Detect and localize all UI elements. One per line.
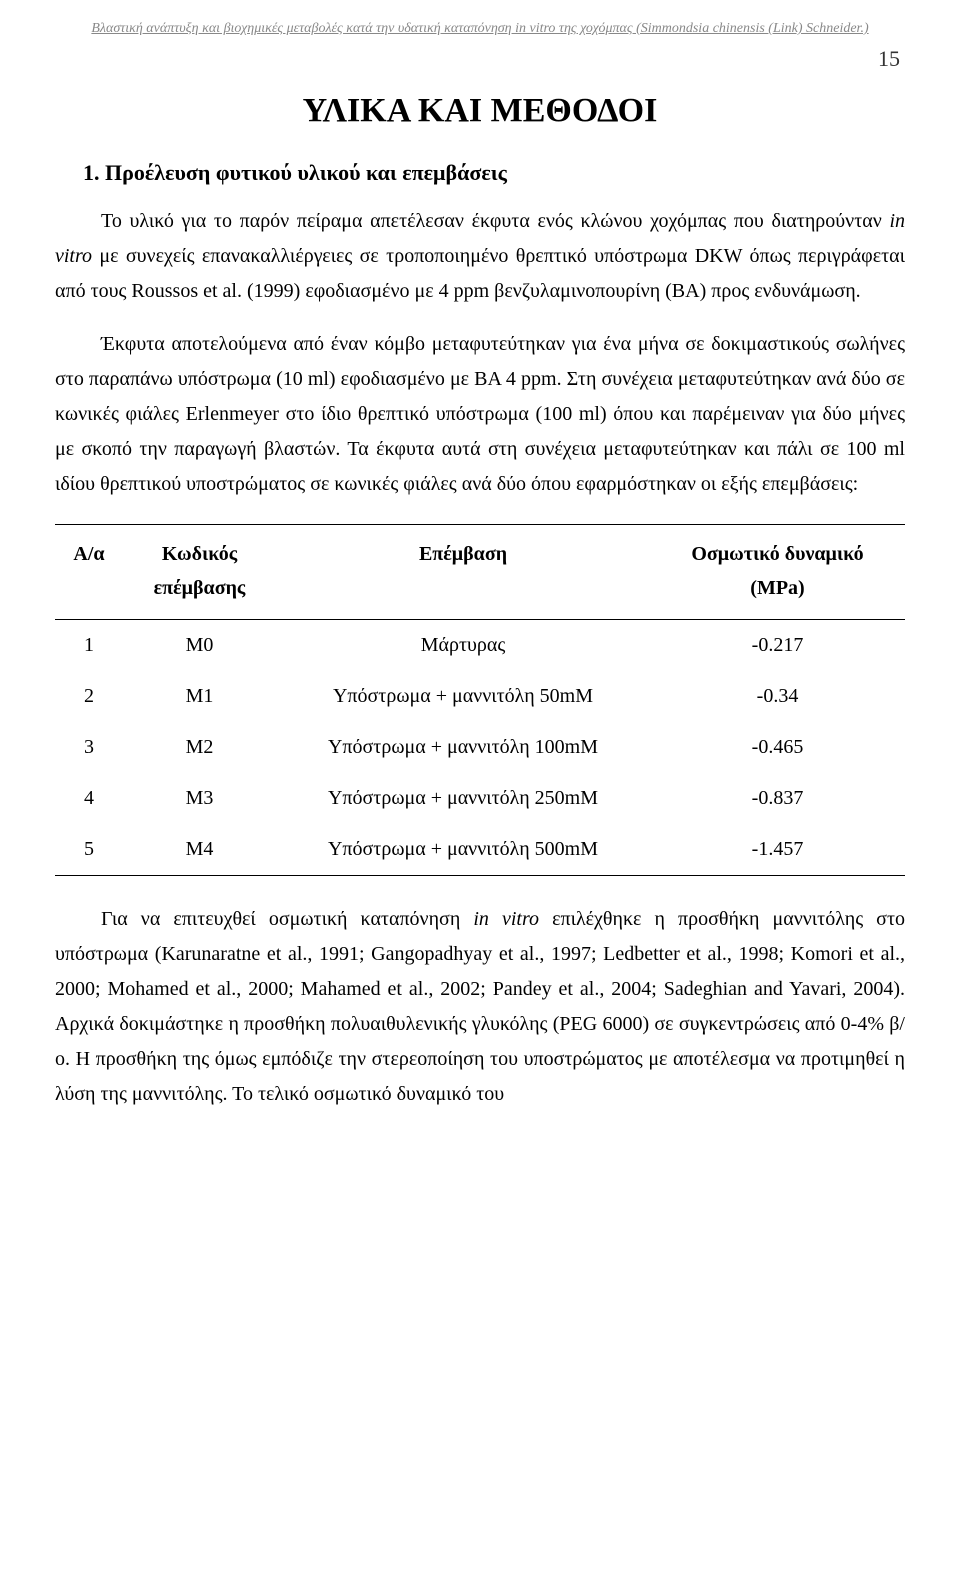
paragraph-2: Έκφυτα αποτελούμενα από έναν κόμβο μεταφ… — [55, 327, 905, 502]
table-row: 4 Μ3 Υπόστρωμα + μαννιτόλη 250mM -0.837 — [55, 773, 905, 824]
paragraph-3: Για να επιτευχθεί οσμωτική καταπόνηση in… — [55, 902, 905, 1112]
header-code-line1: Κωδικός — [162, 543, 237, 565]
header-code: Κωδικός επέμβασης — [123, 525, 276, 620]
cell-osmotic: -0.465 — [650, 722, 905, 773]
section-heading: 1. Προέλευση φυτικού υλικού και επεμβάσε… — [55, 160, 905, 186]
paragraph-1-text-a: Το υλικό για το παρόν πείραμα απετέλεσαν… — [101, 210, 889, 232]
header-osmotic-line1: Οσμωτικό δυναμικό — [691, 543, 863, 565]
running-header: Βλαστική ανάπτυξη και βιοχημικές μεταβολ… — [55, 20, 905, 38]
paragraph-3-text-a: Για να επιτευχθεί οσμωτική καταπόνηση — [101, 908, 473, 930]
paragraph-3-text-b: επιλέχθηκε η προσθήκη μαννιτόλης στο υπό… — [55, 908, 905, 1105]
cell-treatment: Υπόστρωμα + μαννιτόλη 250mM — [276, 773, 650, 824]
cell-treatment: Μάρτυρας — [276, 620, 650, 672]
table-row: 2 Μ1 Υπόστρωμα + μαννιτόλη 50mM -0.34 — [55, 671, 905, 722]
paragraph-3-italic: in vitro — [473, 908, 539, 930]
page-number: 15 — [55, 46, 905, 72]
cell-code: Μ2 — [123, 722, 276, 773]
table-row: 5 Μ4 Υπόστρωμα + μαννιτόλη 500mM -1.457 — [55, 824, 905, 876]
cell-treatment: Υπόστρωμα + μαννιτόλη 100mM — [276, 722, 650, 773]
cell-osmotic: -0.217 — [650, 620, 905, 672]
cell-aa: 2 — [55, 671, 123, 722]
header-treatment: Επέμβαση — [276, 525, 650, 620]
cell-code: Μ4 — [123, 824, 276, 876]
cell-code: Μ1 — [123, 671, 276, 722]
header-code-line2: επέμβασης — [154, 577, 246, 599]
table-row: 3 Μ2 Υπόστρωμα + μαννιτόλη 100mM -0.465 — [55, 722, 905, 773]
table-row: 1 Μ0 Μάρτυρας -0.217 — [55, 620, 905, 672]
header-aa: Α/α — [55, 525, 123, 620]
cell-code: Μ0 — [123, 620, 276, 672]
cell-aa: 5 — [55, 824, 123, 876]
paragraph-1-text-b: με συνεχείς επανακαλλιέργειες σε τροποπο… — [55, 245, 905, 302]
cell-aa: 3 — [55, 722, 123, 773]
cell-treatment: Υπόστρωμα + μαννιτόλη 500mM — [276, 824, 650, 876]
cell-aa: 1 — [55, 620, 123, 672]
cell-treatment: Υπόστρωμα + μαννιτόλη 50mM — [276, 671, 650, 722]
table-header-row: Α/α Κωδικός επέμβασης Επέμβαση Οσμωτικό … — [55, 525, 905, 620]
chapter-title: ΥΛΙΚΑ ΚΑΙ ΜΕΘΟΔΟΙ — [55, 92, 905, 130]
header-osmotic: Οσμωτικό δυναμικό (MPa) — [650, 525, 905, 620]
cell-osmotic: -0.837 — [650, 773, 905, 824]
header-osmotic-line2: (MPa) — [750, 577, 804, 599]
treatments-table: Α/α Κωδικός επέμβασης Επέμβαση Οσμωτικό … — [55, 524, 905, 876]
treatments-table-container: Α/α Κωδικός επέμβασης Επέμβαση Οσμωτικό … — [55, 524, 905, 876]
cell-osmotic: -0.34 — [650, 671, 905, 722]
cell-aa: 4 — [55, 773, 123, 824]
page-container: Βλαστική ανάπτυξη και βιοχημικές μεταβολ… — [0, 0, 960, 1170]
cell-code: Μ3 — [123, 773, 276, 824]
cell-osmotic: -1.457 — [650, 824, 905, 876]
paragraph-1: Το υλικό για το παρόν πείραμα απετέλεσαν… — [55, 204, 905, 309]
